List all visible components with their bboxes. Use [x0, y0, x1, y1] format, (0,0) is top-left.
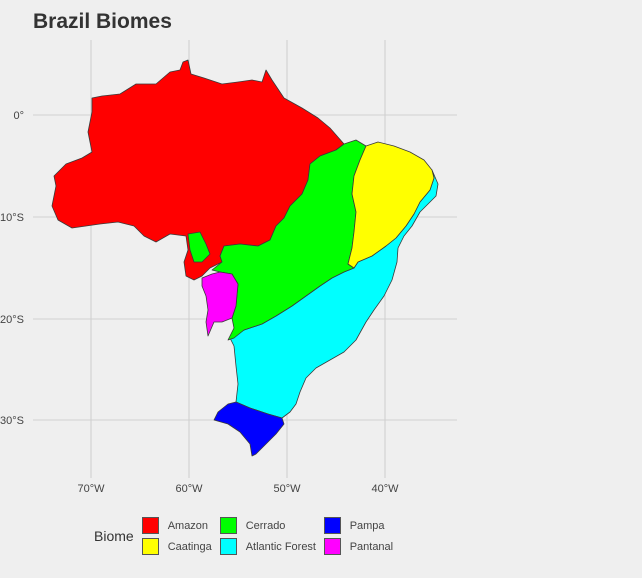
legend-swatch	[323, 538, 341, 555]
x-tick-40w: 40°W	[371, 483, 399, 495]
legend-swatch	[219, 517, 237, 534]
x-axis-ticks: 70°W 60°W 50°W 40°W	[77, 483, 399, 495]
legend-swatch	[141, 517, 159, 534]
y-tick-0: 0°	[13, 110, 24, 122]
legend-label: Atlantic Forest	[245, 540, 316, 553]
legend-item-pampa: Pampa	[323, 515, 404, 536]
legend-item-atlantic-forest: Atlantic Forest	[219, 536, 324, 557]
y-axis-ticks: 0° 10°S 20°S 30°S	[0, 110, 24, 427]
legend-item-amazon: Amazon	[141, 515, 220, 536]
legend-label: Cerrado	[245, 519, 286, 532]
legend-title: Biome	[94, 528, 134, 544]
legend-item-pantanal: Pantanal	[323, 536, 404, 557]
legend-swatch	[323, 517, 341, 534]
biome-pantanal	[201, 271, 239, 337]
y-tick-30s: 30°S	[0, 415, 24, 427]
biome-caatinga	[347, 141, 435, 269]
x-tick-70w: 70°W	[77, 483, 105, 495]
legend-swatch	[219, 538, 237, 555]
legend-items: Amazon Caatinga Cerrado Atlantic Forest Pamp…	[141, 515, 404, 557]
legend-label: Caatinga	[167, 540, 212, 553]
x-tick-60w: 60°W	[175, 483, 203, 495]
legend: Biome Amazon Caatinga Cerrado Atlantic Fore…	[94, 515, 404, 557]
y-tick-20s: 20°S	[0, 314, 24, 326]
y-tick-10s: 10°S	[0, 212, 24, 224]
legend-label: Pampa	[349, 519, 385, 532]
biome-cerrado-west	[187, 231, 211, 263]
map-title: Brazil Biomes	[33, 10, 172, 33]
x-tick-50w: 50°W	[273, 483, 301, 495]
legend-label: Pantanal	[349, 540, 394, 553]
legend-label: Amazon	[167, 519, 209, 532]
legend-item-caatinga: Caatinga	[141, 536, 220, 557]
biome-amazon	[51, 59, 345, 281]
legend-swatch	[141, 538, 159, 555]
legend-item-cerrado: Cerrado	[219, 515, 324, 536]
biome-pampa	[213, 401, 285, 457]
